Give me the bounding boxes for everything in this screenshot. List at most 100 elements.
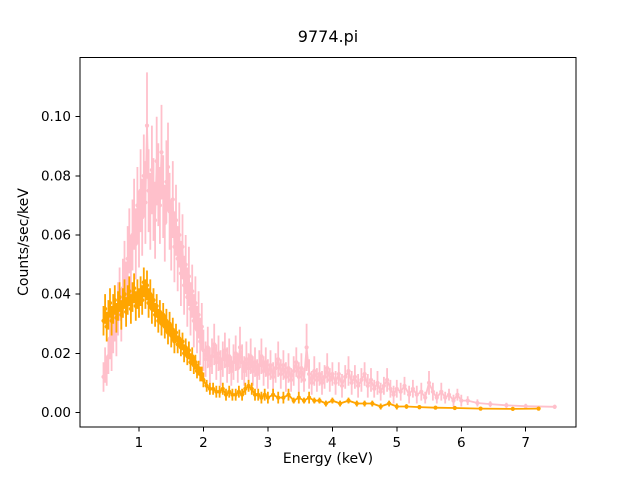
spectrum-orange-point [193,360,198,365]
spectrum-orange-point [378,404,383,409]
spectrum-orange-point [175,342,180,347]
spectrum-pink-point [151,197,156,202]
spectrum-pink-point [299,366,304,371]
spectrum-pink-point [198,339,203,344]
spectrum-orange-point [165,330,171,335]
spectrum-pink-point [289,377,294,382]
spectrum-orange-point [338,401,343,406]
spectrum-pink-point [135,203,140,208]
spectrum-pink-point [375,380,380,385]
spectrum-orange-point [354,401,359,406]
spectrum-pink-point [426,380,432,385]
spectrum-orange-point [117,295,122,300]
spectrum-orange-point [323,401,328,406]
spectrum-pink-point [144,123,150,128]
spectrum-pink-point [439,389,444,394]
spectrum-orange-point [180,339,185,344]
spectrum-pink-point [162,221,167,226]
spectrum-orange-point [178,345,183,350]
x-tick-label: 3 [264,435,273,451]
spectrum-orange-point [188,360,193,365]
spectrum-pink-point [343,374,348,379]
spectrum-pink-point [178,271,183,276]
spectrum-pink-point [107,336,113,341]
spectrum-orange-point [151,298,156,303]
spectrum-orange-point [127,289,132,294]
spectrum-pink-point [410,386,415,391]
spectrum-orange-point [177,336,182,341]
spectrum-orange-point [478,406,483,411]
y-axis-ticks: 0.00 0.02 0.04 0.06 0.08 0.10 [41,109,80,421]
spectrum-orange-point [262,392,267,397]
spectrum-pink-point [325,366,330,371]
spectrum-orange-point [159,321,164,326]
spectrum-orange-point [114,315,119,320]
spectrum-orange-point [207,386,212,391]
spectrum-pink-point [378,389,383,394]
spectrum-pink-point [301,377,307,382]
spectrum-orange-point [259,395,264,400]
spectrum-orange-point [394,404,399,409]
spectrum-orange-point [140,298,145,303]
spectrum-pink-point [103,363,108,368]
spectrum-pink-point [220,357,225,362]
spectrum-orange-point [149,306,154,311]
spectrum-orange-point [190,354,195,359]
spectrum-pink-point [149,167,154,173]
spectrum-pink-point [352,374,357,379]
spectrum-orange-point [106,312,111,317]
spectrum-orange-point [317,398,322,403]
spectrum-pink-point [327,377,332,382]
spectrum-pink-point [172,244,177,249]
spectrum-pink-point [268,363,273,368]
spectrum-pink-point [193,300,198,306]
spectrum-pink-point [446,392,452,397]
series-orange [101,267,541,411]
spectrum-orange-point [109,318,114,323]
spectrum-orange-point [135,292,140,297]
spectrum-orange-point [404,404,409,409]
axes-frame [79,57,577,428]
x-tick-label: 7 [521,435,530,451]
spectrum-pink-point [182,283,187,288]
spectrum-pink-point [455,392,460,397]
spectrum-pink-point [250,368,255,374]
spectrum-pink-point [423,395,428,400]
spectrum-pink-point [225,363,230,368]
spectrum-pink-point [394,386,399,391]
spectrum-pink-point [141,173,146,178]
y-tick-label: 0.04 [41,287,71,303]
spectrum-orange-point [204,383,209,388]
spectrum-pink-point [407,392,412,397]
chart-title: 9774.pi [298,27,358,46]
spectrum-orange-point [223,392,229,397]
spectrum-orange-point [276,395,281,400]
spectrum-orange-point [291,398,296,403]
spectrum-pink-point [229,368,234,374]
spectrum-pink-point [552,404,557,409]
spectrum-pink-point [273,366,278,371]
spectrum-orange-point [138,289,143,294]
spectrum-pink-point [201,348,206,353]
spectrum-pink-point [146,188,151,193]
spectrum-orange-point [164,318,169,323]
spectrum-pink-point [136,227,142,232]
spectrum-pink-point [294,360,299,365]
spectrum-pink-point [359,377,364,382]
spectrum-orange-point [101,318,106,323]
spectrum-pink-point [314,377,319,382]
spectrum-pink-point [177,232,182,238]
y-axis-label: Counts/sec/keV [16,188,32,296]
spectrum-pink-point [271,374,276,379]
spectrum-orange-point [119,312,124,317]
spectrum-pink-point [231,360,236,365]
spectrum-pink-point [322,374,327,379]
spectrum-orange-point [186,348,191,353]
spectrum-pink-point [175,256,180,261]
spectrum-orange-point [154,303,159,309]
x-tick-label: 2 [199,435,208,451]
spectrum-pink-point [180,244,185,249]
spectrum-pink-point [207,363,212,368]
spectrum-pink-point [312,368,317,374]
